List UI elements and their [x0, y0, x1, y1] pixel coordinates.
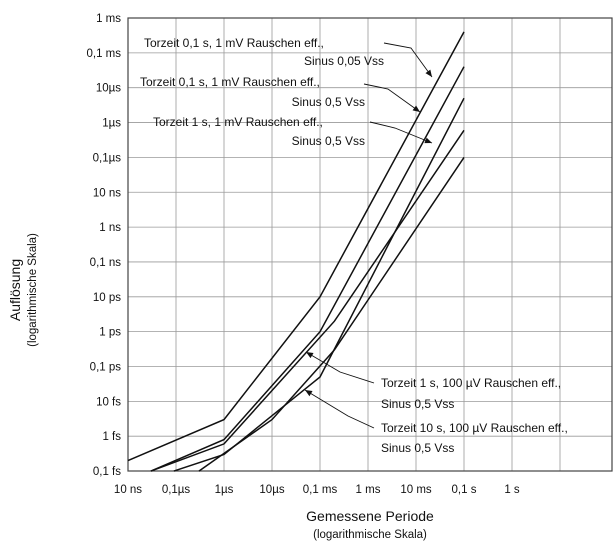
y-tick-label: 0,1 ns: [90, 257, 122, 269]
leader-line: [369, 121, 433, 144]
annotations: Torzeit 0,1 s, 1 mV Rauschen eff., Sinus …: [140, 36, 568, 455]
series-line-3: [173, 97, 465, 472]
y-tick-label: 10 ns: [93, 187, 121, 199]
y-tick-label: 0,1 ps: [90, 362, 122, 374]
y-tick-labels: 1 ms 0,1 ms 10µs 1µs 0,1µs 10 ns 1 ns 0,1 ns 10 …: [86, 13, 121, 478]
annotation-5: Torzeit 10 s, 100 µV Rauschen eff., Sinus…: [304, 389, 568, 455]
y-tick-label: 1 ms: [96, 13, 121, 25]
y-tick-label: 0,1 ms: [86, 48, 121, 60]
y-tick-label: 1 ns: [99, 222, 121, 234]
y-tick-label: 0,1µs: [93, 152, 122, 164]
series-line-2: [150, 66, 465, 472]
y-tick-label: 0,1 fs: [93, 466, 121, 478]
arrow-head: [425, 69, 432, 77]
y-tick-label: 1 fs: [102, 431, 121, 443]
annotation-text: Torzeit 10 s, 100 µV Rauschen eff.,: [381, 421, 568, 435]
leader-line: [304, 389, 375, 429]
annotation-text: Sinus 0,5 Vss: [381, 397, 454, 411]
x-tick-label: 0,1µs: [162, 484, 191, 496]
series-group: [127, 31, 465, 472]
leader-line: [363, 83, 421, 113]
x-tick-label: 1 s: [504, 484, 520, 496]
x-tick-label: 0,1 s: [452, 484, 477, 496]
annotation-text: Torzeit 0,1 s, 1 mV Rauschen eff.,: [144, 36, 324, 50]
x-tick-label: 1µs: [215, 484, 234, 496]
annotation-1: Torzeit 0,1 s, 1 mV Rauschen eff., Sinus …: [144, 36, 433, 78]
y-tick-label: 10µs: [96, 83, 121, 95]
x-axis-subtitle: (logarithmische Skala): [313, 529, 427, 541]
annotation-text: Sinus 0,5 Vss: [292, 134, 365, 148]
annotation-text: Torzeit 1 s, 1 mV Rauschen eff.,: [153, 115, 323, 129]
y-axis-subtitle: (logarithmische Skala): [27, 233, 39, 347]
y-axis-title: Auflösung: [7, 259, 23, 321]
series-line-4: [150, 129, 465, 472]
series-line-5: [198, 156, 465, 472]
leader-line: [305, 351, 375, 384]
y-tick-label: 10 fs: [96, 396, 121, 408]
arrow-head: [305, 390, 313, 397]
arrow-head: [306, 352, 314, 359]
x-tick-label: 10µs: [259, 484, 284, 496]
x-tick-label: 10 ns: [114, 484, 142, 496]
x-tick-label: 10 ms: [400, 484, 432, 496]
y-tick-label: 1 ps: [99, 327, 121, 339]
leader-line: [383, 42, 433, 78]
x-tick-label: 1 ms: [356, 484, 381, 496]
x-axis-title: Gemessene Periode: [306, 508, 434, 524]
annotation-3: Torzeit 1 s, 1 mV Rauschen eff., Sinus 0,…: [153, 115, 433, 148]
arrow-head: [412, 105, 420, 112]
annotation-text: Sinus 0,5 Vss: [381, 441, 454, 455]
y-tick-label: 1µs: [102, 118, 121, 130]
y-tick-label: 10 ps: [93, 292, 121, 304]
annotation-2: Torzeit 0,1 s, 1 mV Rauschen eff., Sinus …: [140, 75, 421, 113]
annotation-text: Torzeit 0,1 s, 1 mV Rauschen eff.,: [140, 75, 320, 89]
x-tick-label: 0,1 ms: [303, 484, 338, 496]
annotation-4: Torzeit 1 s, 100 µV Rauschen eff., Sinus …: [305, 351, 561, 411]
arrow-head: [424, 137, 432, 144]
annotation-text: Sinus 0,5 Vss: [292, 95, 365, 109]
annotation-text: Sinus 0,05 Vss: [304, 54, 384, 68]
x-tick-labels: 10 ns 0,1µs 1µs 10µs 0,1 ms 1 ms 10 ms 0,1 s 1 s: [114, 484, 520, 496]
annotation-text: Torzeit 1 s, 100 µV Rauschen eff.,: [381, 376, 561, 390]
series-line-1: [127, 31, 465, 462]
plot-frame: [127, 17, 613, 472]
